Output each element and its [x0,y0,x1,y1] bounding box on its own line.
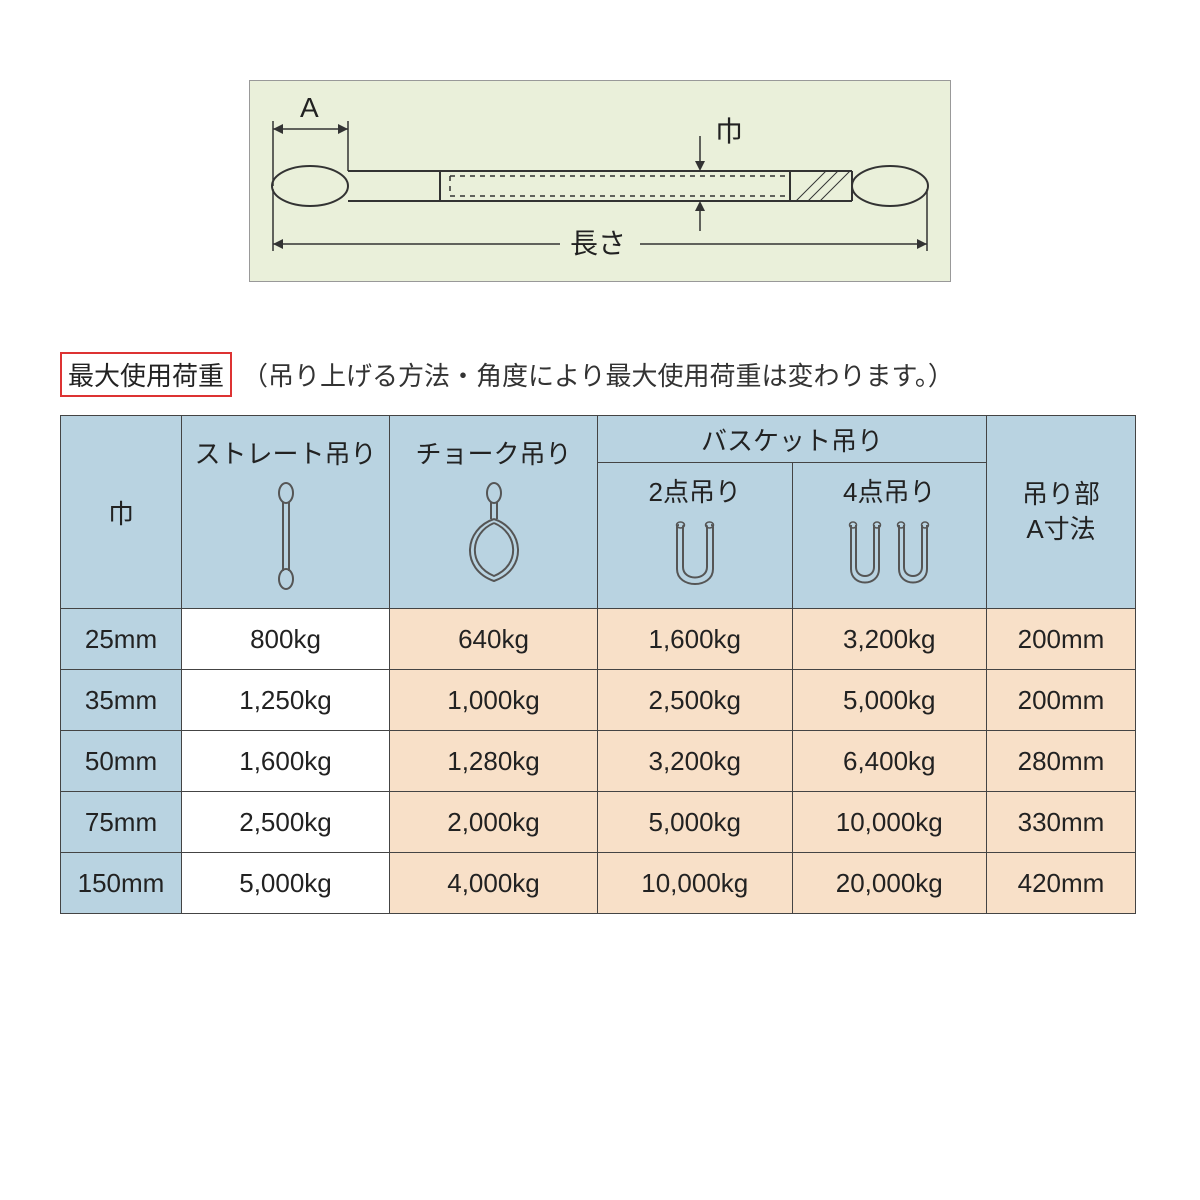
table-cell: 10,000kg [598,853,793,914]
table-row: 150mm5,000kg4,000kg10,000kg20,000kg420mm [61,853,1136,914]
table-cell: 20,000kg [792,853,987,914]
table-row: 75mm2,500kg2,000kg5,000kg10,000kg330mm [61,792,1136,853]
table-cell: 2,000kg [390,792,598,853]
table-row: 50mm1,600kg1,280kg3,200kg6,400kg280mm [61,731,1136,792]
table-cell: 5,000kg [792,670,987,731]
caption-note: （吊り上げる方法・角度により最大使用荷重は変わります。） [242,356,954,393]
diagram-label-length: 長さ [570,228,626,259]
four-pt-icon [839,519,939,599]
table-cell: 1,250kg [182,670,390,731]
diagram-svg: A 巾 長さ [250,81,950,281]
caption-title: 最大使用荷重 [60,352,232,397]
table-cell: 420mm [987,853,1136,914]
table-cell: 200mm [987,609,1136,670]
hdr-a-dim: 吊り部 A寸法 [987,416,1136,609]
hdr-basket: バスケット吊り [598,416,987,463]
table-cell: 35mm [61,670,182,731]
table-cell: 200mm [987,670,1136,731]
table-cell: 75mm [61,792,182,853]
table-cell: 1,280kg [390,731,598,792]
table-cell: 280mm [987,731,1136,792]
table-cell: 25mm [61,609,182,670]
table-cell: 10,000kg [792,792,987,853]
table-cell: 330mm [987,792,1136,853]
table-cell: 800kg [182,609,390,670]
table-cell: 1,600kg [182,731,390,792]
table-cell: 640kg [390,609,598,670]
table-cell: 50mm [61,731,182,792]
table-cell: 5,000kg [182,853,390,914]
hdr-width: 巾 [61,416,182,609]
sling-diagram: A 巾 長さ [249,80,951,282]
choke-icon [454,481,534,591]
table-body: 25mm800kg640kg1,600kg3,200kg200mm35mm1,2… [61,609,1136,914]
table-cell: 2,500kg [598,670,793,731]
two-pt-icon [665,519,725,599]
hdr-2pt: 2点吊り [598,463,793,609]
caption-row: 最大使用荷重 （吊り上げる方法・角度により最大使用荷重は変わります。） [60,352,1140,397]
hdr-4pt: 4点吊り [792,463,987,609]
table-cell: 3,200kg [598,731,793,792]
diagram-label-a: A [300,92,319,123]
straight-icon [271,481,301,591]
table-cell: 6,400kg [792,731,987,792]
load-table: 巾 ストレート吊り チョーク吊り [60,415,1136,914]
table-cell: 1,600kg [598,609,793,670]
diagram-label-width: 巾 [715,116,743,147]
hdr-choke: チョーク吊り [390,416,598,609]
table-cell: 150mm [61,853,182,914]
table-cell: 4,000kg [390,853,598,914]
table-row: 35mm1,250kg1,000kg2,500kg5,000kg200mm [61,670,1136,731]
table-cell: 5,000kg [598,792,793,853]
table-row: 25mm800kg640kg1,600kg3,200kg200mm [61,609,1136,670]
table-cell: 3,200kg [792,609,987,670]
hdr-straight: ストレート吊り [182,416,390,609]
table-cell: 1,000kg [390,670,598,731]
table-cell: 2,500kg [182,792,390,853]
